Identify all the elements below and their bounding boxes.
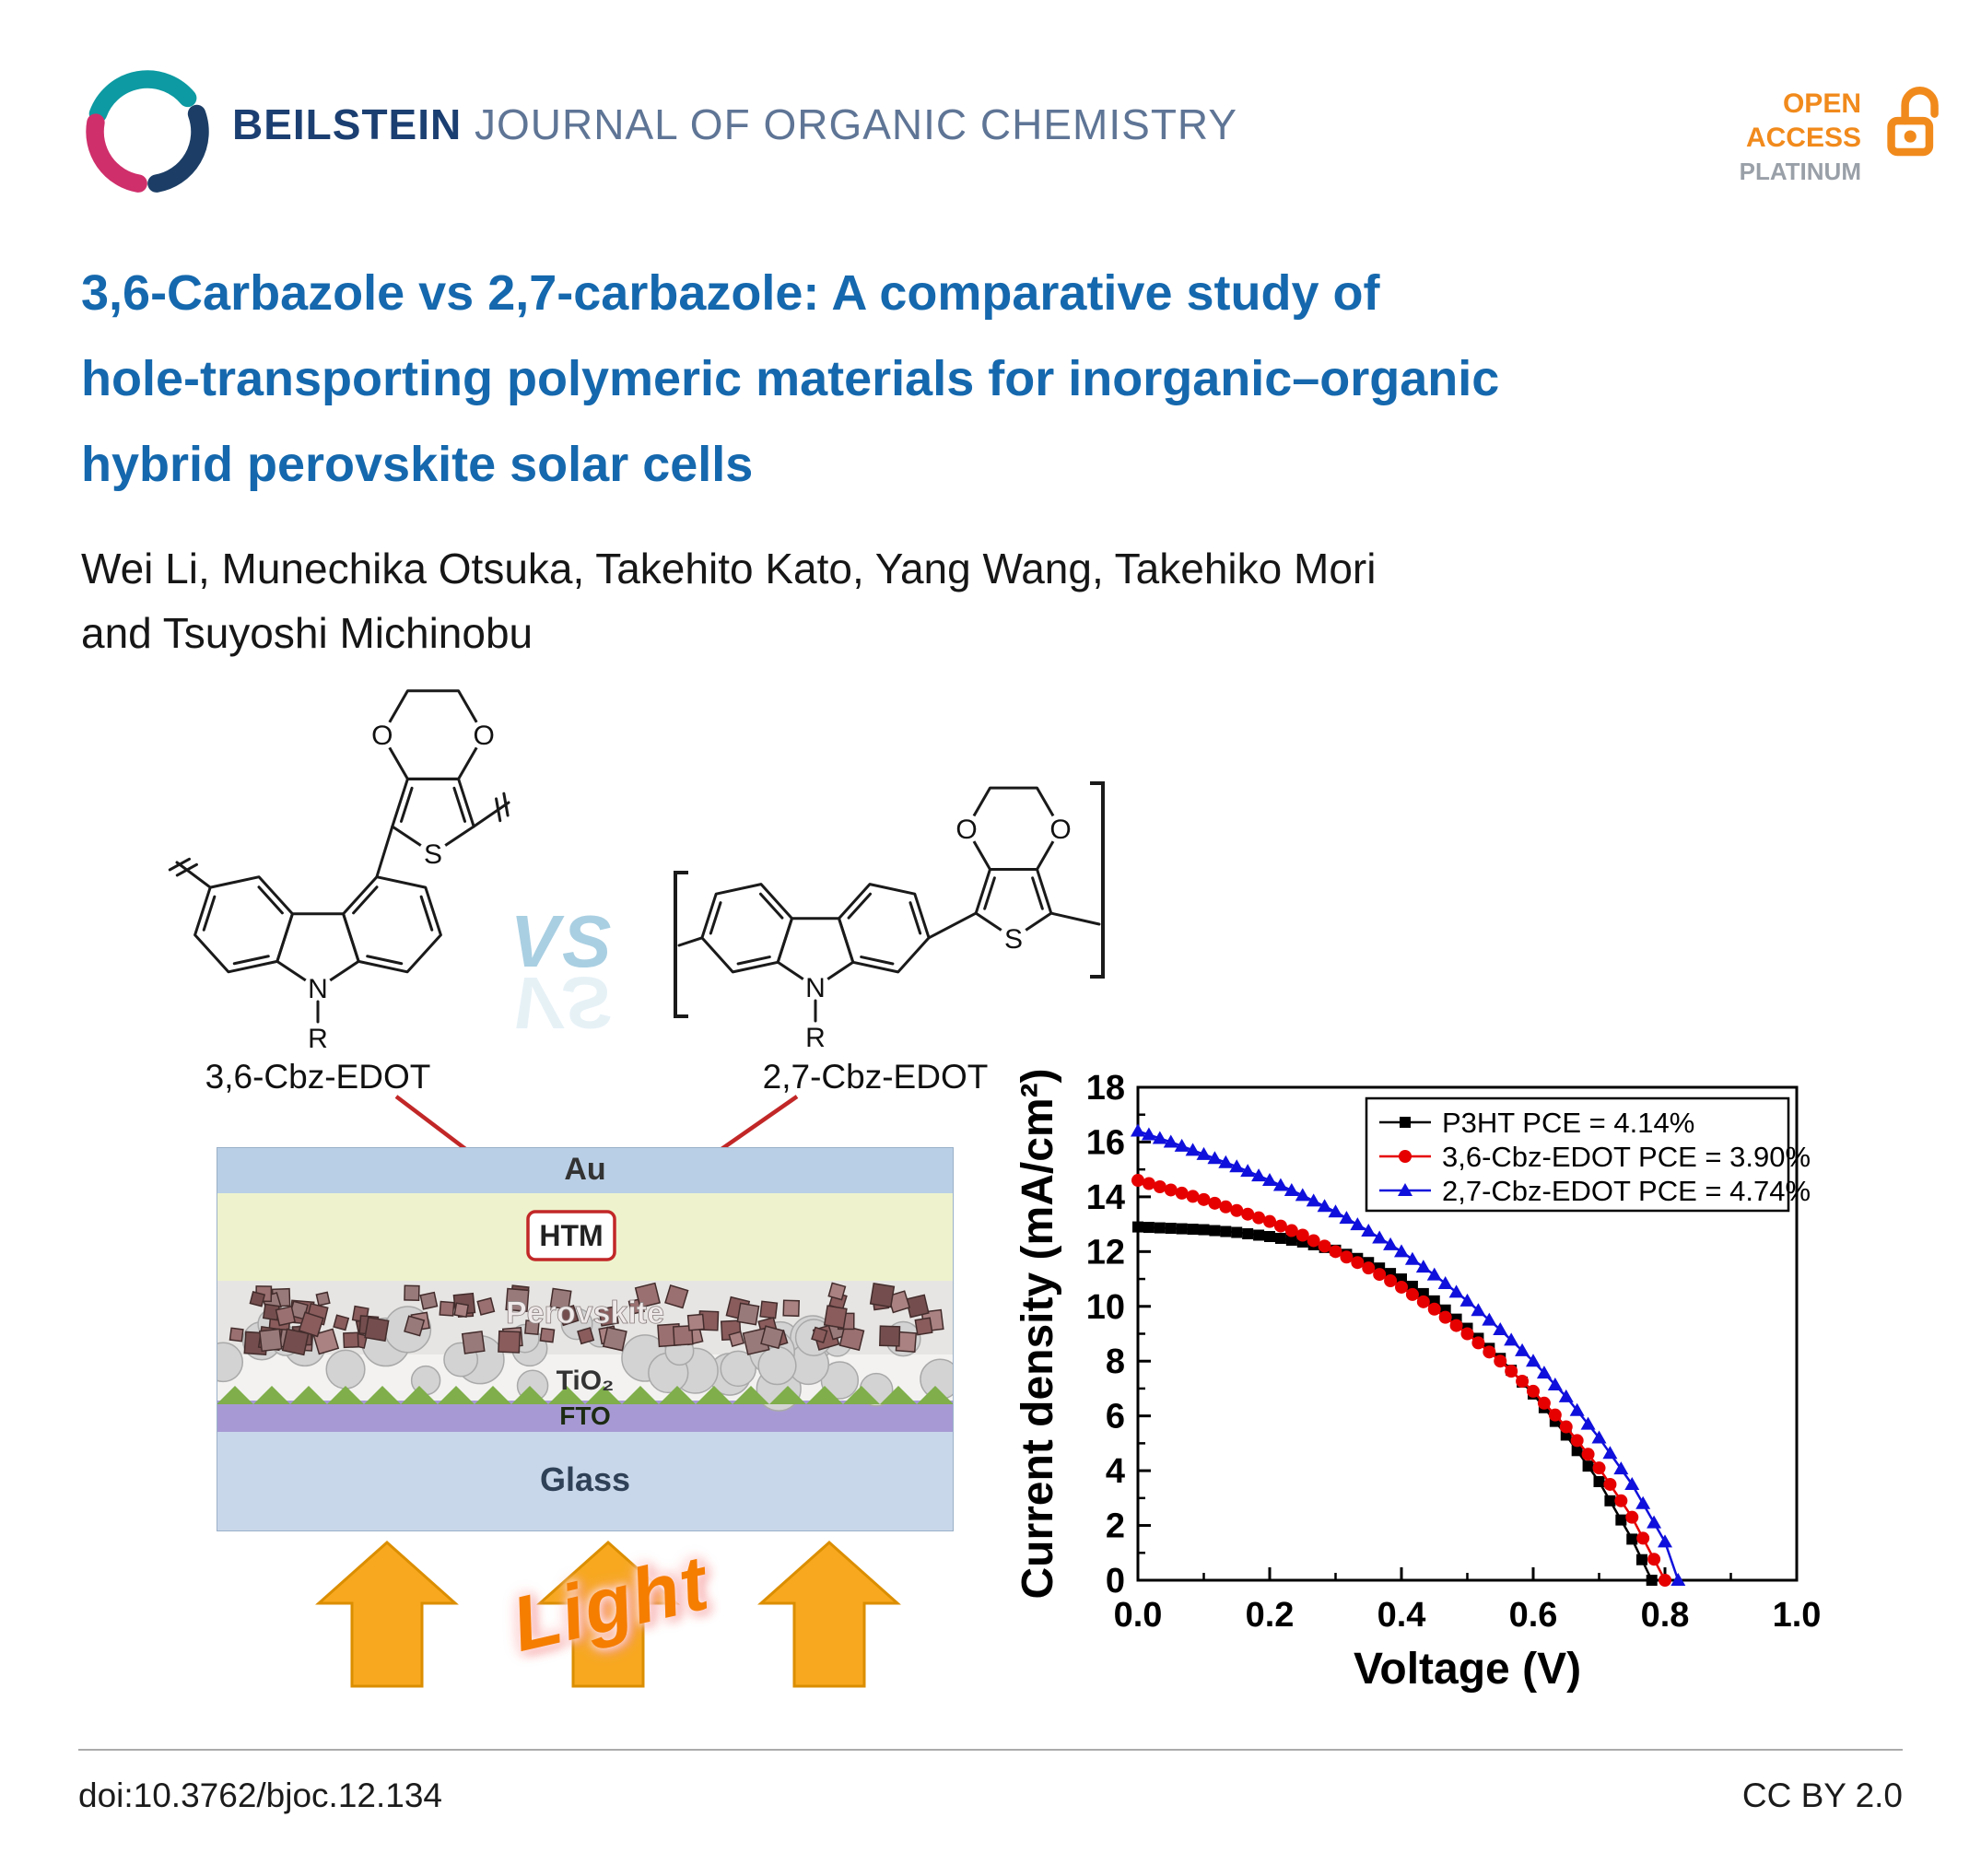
svg-text:N: N [308,974,328,1004]
svg-text:O: O [1049,815,1071,845]
open-access-text: OPEN ACCESS PLATINUM [1686,87,1861,189]
svg-text:10: 10 [1086,1288,1125,1327]
layer-label-fto: FTO [559,1401,610,1430]
layer-fto [217,1401,954,1432]
authors: Wei Li, Munechika Otsuka, Takehito Kato,… [81,536,1376,665]
article-title: 3,6-Carbazole vs 2,7-carbazole: A compar… [81,251,1924,508]
svg-text:6: 6 [1106,1398,1125,1436]
light-arrows [315,1540,901,1688]
journal-title: BEILSTEIN JOURNAL OF ORGANIC CHEMISTRY [232,100,1237,149]
structure-label-36: 3,6-Cbz-EDOT [205,1058,431,1096]
journal-title-bold: BEILSTEIN [232,100,463,148]
svg-text:0.6: 0.6 [1509,1596,1558,1635]
open-access-line2: ACCESS [1745,123,1861,153]
layer-glass [217,1432,954,1531]
open-access-line3: PLATINUM [1739,158,1861,185]
lock-shackle [1901,87,1939,125]
title-line-1: 3,6-Carbazole vs 2,7-carbazole: A compar… [81,265,1380,321]
license-text: CC BY 2.0 [1741,1776,1903,1814]
svg-text:0.0: 0.0 [1114,1596,1163,1635]
structure-27-cbz-edot: NR S O O [674,781,1105,1053]
light-arrow-left [315,1540,459,1688]
svg-text:12: 12 [1086,1233,1125,1272]
svg-text:4: 4 [1106,1452,1125,1491]
svg-text:R: R [308,1024,328,1054]
legend-entry: P3HT PCE = 4.14% [1442,1107,1694,1139]
beilstein-logo [86,70,209,193]
svg-text:O: O [371,721,393,751]
title-line-2: hole-transporting polymeric materials fo… [81,351,1500,406]
layer-au [217,1147,954,1193]
lock-keyhole [1904,130,1917,143]
vs-block: VS VS [498,900,627,1045]
svg-text:16: 16 [1086,1123,1125,1162]
svg-text:0.4: 0.4 [1377,1596,1426,1635]
x-axis-title: Voltage (V) [1354,1645,1581,1694]
svg-text:18: 18 [1086,1069,1125,1108]
svg-text:O: O [474,721,495,751]
title-line-3: hybrid perovskite solar cells [81,437,754,492]
light-arrow-middle [536,1540,680,1688]
structure-label-27: 2,7-Cbz-EDOT [762,1058,989,1096]
layer-label-glass: Glass [540,1460,630,1498]
logo-arc-magenta [86,113,147,193]
svg-text:S: S [424,839,442,870]
svg-text:0.8: 0.8 [1641,1596,1690,1635]
layer-label-au: Au [564,1152,605,1187]
journal-title-rest: JOURNAL OF ORGANIC CHEMISTRY [462,100,1237,148]
vs-text: VS [510,900,615,982]
jv-curve-chart: 0.0 0.2 0.4 0.6 0.8 1.0 0 2 4 6 8 10 12 14 16 18 Voltage… [1014,1068,1821,1694]
htm-box [526,1210,616,1261]
open-access-lock-icon [1887,87,1939,157]
layer-label-tio2: TiO₂ [557,1366,615,1396]
layer-label-htm: HTM [539,1219,603,1252]
solar-cell-stack-diagram: Au HTM Perovskite TiO₂ FTO Glass [217,1147,954,1531]
svg-text:2: 2 [1106,1507,1125,1546]
open-access-line1: OPEN [1782,88,1861,119]
svg-text:8: 8 [1106,1343,1125,1381]
doi-text: doi:10.3762/bjoc.12.134 [78,1776,443,1814]
svg-text:0.2: 0.2 [1246,1596,1295,1635]
vs-reflection: VS [510,962,615,1044]
svg-text:S: S [1004,924,1023,955]
light-arrow-right [757,1540,901,1688]
svg-text:1.0: 1.0 [1773,1596,1822,1635]
legend-entry: 2,7-Cbz-EDOT PCE = 4.74% [1442,1175,1811,1207]
legend-entry: 3,6-Cbz-EDOT PCE = 3.90% [1442,1141,1811,1173]
svg-text:R: R [805,1023,826,1053]
footer-divider [78,1749,1903,1751]
svg-text:0: 0 [1106,1562,1125,1600]
logo-arc-navy [147,104,209,193]
chart-content: 0.0 0.2 0.4 0.6 0.8 1.0 0 2 4 6 8 10 12 14 16 18 Voltage… [1014,1068,1821,1694]
structure-36-cbz-edot: NR S O O [168,689,510,1054]
y-axis-title: Current density (mA/cm²) [1014,1068,1062,1599]
legend-box [1365,1096,1790,1213]
svg-text:N: N [805,973,826,1003]
lock-body [1887,116,1934,157]
layer-label-perovskite: Perovskite [506,1296,664,1331]
svg-text:14: 14 [1086,1178,1125,1217]
authors-line-2: and Tsuyoshi Michinobu [81,609,533,657]
logo-arc-teal [88,70,197,123]
svg-text:O: O [955,815,977,845]
authors-line-1: Wei Li, Munechika Otsuka, Takehito Kato,… [81,545,1377,592]
